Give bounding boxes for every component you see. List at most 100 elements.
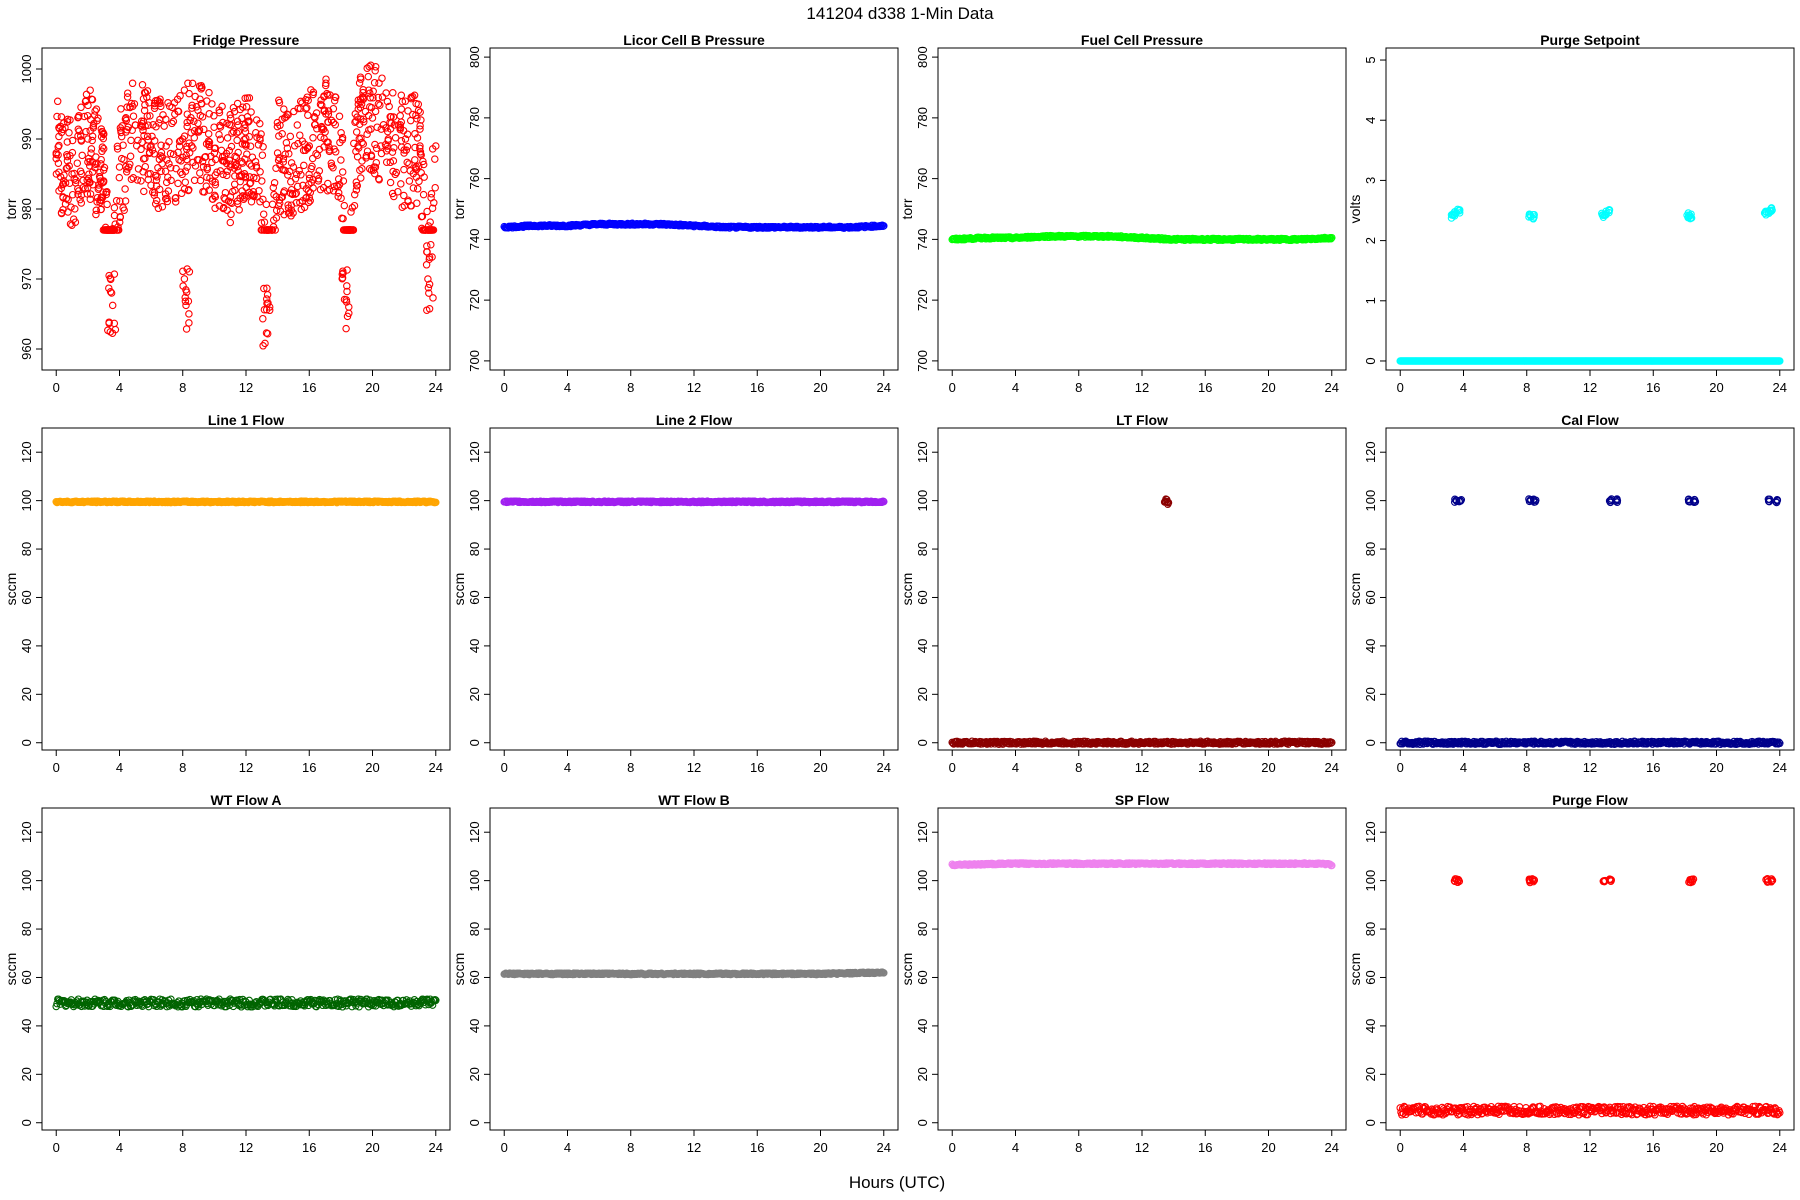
data-point [270,190,278,199]
data-point [404,197,412,206]
x-tick-label: 0 [501,760,508,775]
data-point [324,110,333,118]
data-point [143,132,152,141]
data-point [264,299,272,307]
data-point [339,267,347,275]
data-point [185,310,193,318]
data-point [411,143,419,152]
x-tick-label: 16 [750,760,764,775]
y-tick-label: 760 [467,168,482,190]
x-tick-label: 16 [302,380,316,395]
data-point [424,222,433,230]
data-point [356,73,365,81]
x-tick-label: 8 [179,760,186,775]
data-point [185,139,193,147]
data-point [208,195,217,203]
data-point [227,210,235,219]
data-point [366,103,374,111]
data-point [431,155,439,163]
data-point [68,136,77,145]
data-point [365,165,374,173]
data-point [181,178,190,186]
data-point [110,319,119,328]
data-point [215,202,224,210]
data-point [94,114,102,122]
data-point [308,162,316,171]
data-point [120,155,128,164]
data-point [81,184,89,193]
plot-frame [937,47,1347,371]
figure-xlabel: Hours (UTC) [849,1173,945,1192]
data-point [77,169,86,178]
data-point [352,128,361,136]
data-point [293,121,302,129]
y-tick-label: 20 [1363,687,1378,701]
x-tick-label: 12 [239,1140,253,1155]
data-point [74,113,82,122]
data-point [191,162,200,170]
data-point [417,116,425,124]
data-point [300,161,308,170]
data-point [325,147,334,156]
x-tick-label: 12 [1583,380,1597,395]
data-point [275,154,283,162]
x-tick-label: 0 [53,760,60,775]
data-point [322,79,330,87]
data-point [192,103,201,111]
data-point [84,135,92,143]
y-tick-label: 100 [19,490,34,512]
data-point [295,166,303,175]
data-point [197,85,205,93]
data-point [366,94,375,102]
data-point [396,123,405,131]
x-tick-label: 12 [1135,760,1149,775]
data-point [176,92,184,100]
data-point [249,188,258,196]
x-tick-label: 16 [302,1140,316,1155]
x-tick-label: 16 [1646,760,1660,775]
data-point [210,149,219,157]
data-point [371,107,380,116]
data-point [287,159,296,167]
data-point [52,154,60,163]
data-point [190,117,198,125]
data-point [137,121,145,130]
data-point [231,161,239,170]
data-point [250,173,258,182]
data-point [386,113,394,121]
data-point [392,168,401,177]
data-points [1396,495,1784,748]
x-tick-label: 20 [1261,380,1275,395]
data-point [316,185,325,194]
y-tick-label: 100 [915,490,930,512]
data-point [367,152,376,161]
data-point [265,303,274,311]
data-point [426,226,434,234]
data-point [298,197,307,205]
data-point [227,142,236,151]
data-point [150,104,159,113]
data-point [226,218,235,227]
data-point [314,177,323,185]
data-point [205,110,214,118]
data-point [117,105,125,113]
data-point [400,149,408,157]
data-point [413,185,422,193]
data-point [88,136,96,145]
data-point [150,191,159,199]
y-axis-label: torr [899,198,915,219]
data-point [411,130,419,138]
y-axis-label: sccm [899,573,915,606]
data-point [154,204,163,213]
x-tick-label: 4 [564,760,571,775]
data-point [229,127,238,136]
data-point [199,162,208,171]
data-point [196,111,205,120]
y-tick-label: 720 [915,289,930,311]
data-point [242,103,251,111]
chart-title: WT Flow A [210,792,281,808]
data-point [273,149,282,157]
data-point [302,96,310,104]
data-point [132,141,141,150]
